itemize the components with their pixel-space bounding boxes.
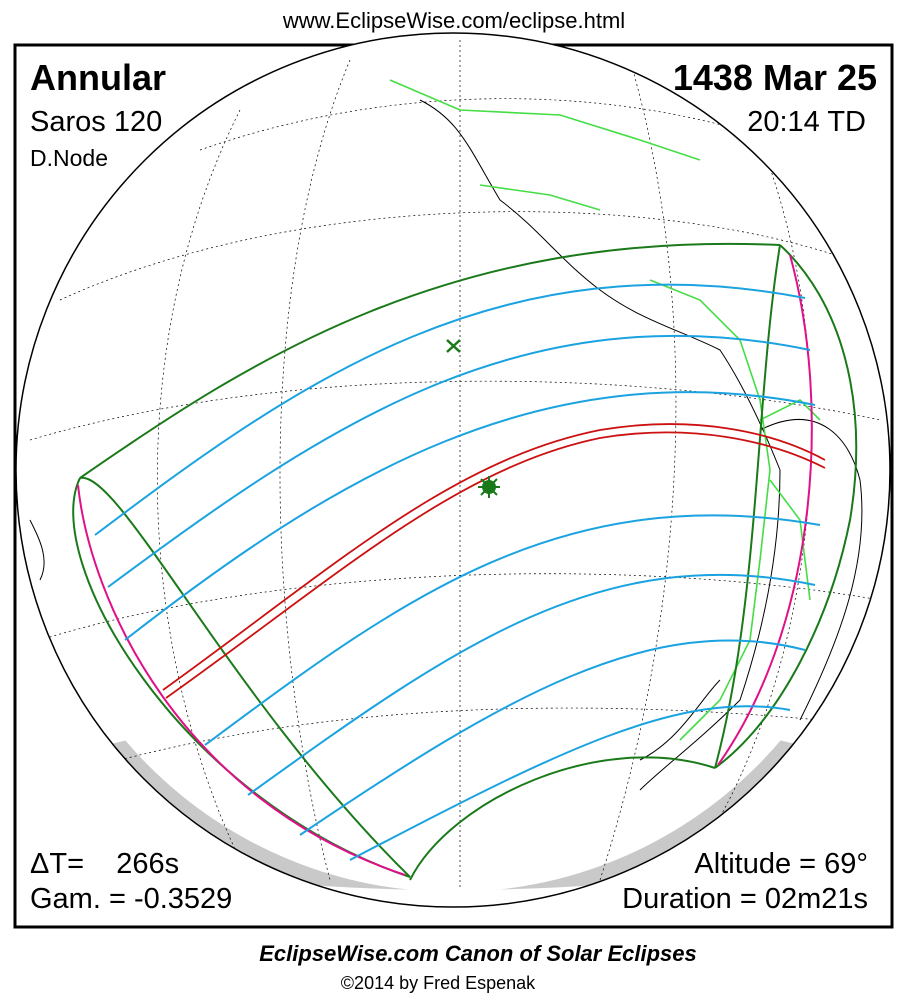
duration: Duration = 02m21s xyxy=(622,883,868,915)
date: 1438 Mar 25 xyxy=(673,57,877,98)
credit: ©2014 by Fred Espenak xyxy=(341,973,536,993)
gamma: Gam. = -0.3529 xyxy=(30,883,232,915)
saros: Saros 120 xyxy=(30,106,162,138)
globe xyxy=(16,33,890,907)
globe-outline xyxy=(15,32,891,908)
footer-title: EclipseWise.com Canon of Solar Eclipses xyxy=(259,941,697,966)
eclipse-type: Annular xyxy=(30,57,166,98)
greatest-duration-marker xyxy=(478,476,500,498)
altitude: Altitude = 69° xyxy=(694,848,868,880)
url: www.EclipseWise.com/eclipse.html xyxy=(282,8,625,33)
node: D.Node xyxy=(30,145,108,171)
greatest-eclipse-marker xyxy=(446,339,461,353)
delta-t: ΔT= 266s xyxy=(30,848,179,880)
time: 20:14 TD xyxy=(747,106,866,138)
